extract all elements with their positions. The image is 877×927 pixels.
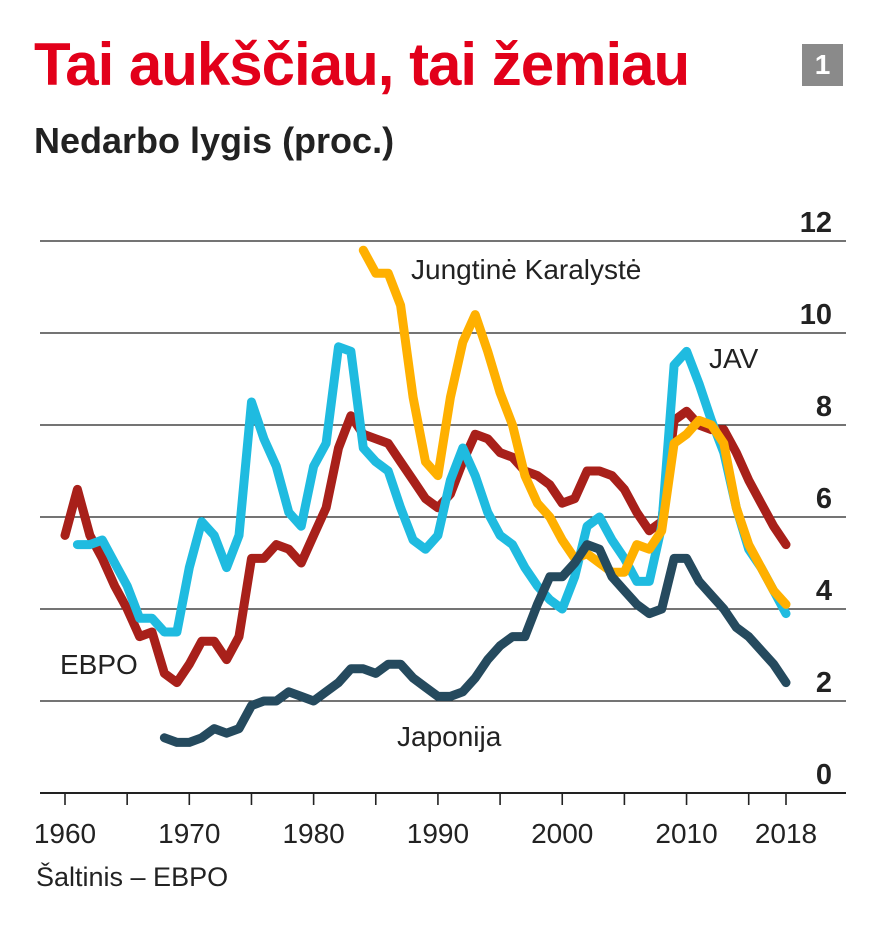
x-tick-label: 1990 [407, 818, 469, 849]
x-axis [40, 792, 846, 805]
series-label-japonija: Japonija [397, 721, 502, 752]
series-label-jungtine-karalyste: Jungtinė Karalystė [411, 254, 641, 285]
x-tick-label: 2000 [531, 818, 593, 849]
chart-title: Tai aukščiau, tai žemiau [34, 31, 690, 98]
series-line-jav [72, 342, 791, 637]
series-label-ebpo: EBPO [60, 649, 138, 680]
y-tick-label: 4 [816, 575, 832, 607]
source-note: Šaltinis – EBPO [36, 862, 229, 892]
y-tick-label: 2 [816, 667, 832, 699]
x-tick-label: 1970 [158, 818, 220, 849]
y-tick-label: 0 [816, 759, 832, 791]
chart-labels: 0 2 4 6 8 10 12 1960 1970 1980 1990 2000 2010 2018 Jun… [34, 207, 832, 849]
x-tick-label: 2018 [755, 818, 817, 849]
y-tick-label: 12 [800, 207, 832, 239]
y-tick-label: 10 [800, 299, 832, 331]
x-tick-label: 1960 [34, 818, 96, 849]
y-tick-label: 8 [816, 391, 832, 423]
y-tick-label: 6 [816, 483, 832, 515]
x-tick-label: 2010 [655, 818, 717, 849]
series-label-jav: JAV [709, 343, 759, 374]
figure-number-badge: 1 [802, 44, 843, 86]
x-tick-label: 1980 [282, 818, 344, 849]
chart-subtitle: Nedarbo lygis (proc.) [34, 120, 395, 161]
series-line-japonija [159, 540, 791, 747]
series-lines [60, 245, 791, 747]
